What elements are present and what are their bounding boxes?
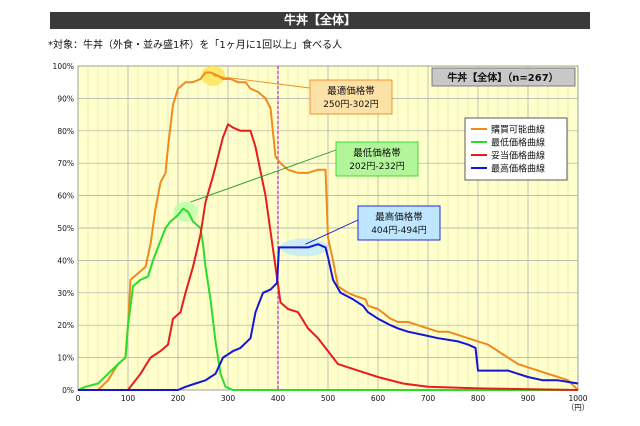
series-line-1 — [78, 71, 579, 391]
legend-label: 妥当価格曲線 — [491, 150, 545, 162]
x-unit-label: （円） — [567, 403, 590, 412]
y-tick-label: 40% — [57, 256, 74, 265]
x-tick-label: 1000 — [568, 394, 587, 403]
annotation-range: 250円-302円 — [323, 99, 379, 110]
annotation-range: 202円-232円 — [349, 161, 405, 172]
leader-line-3 — [305, 219, 359, 245]
x-tick-label: 300 — [221, 394, 236, 403]
target-note: *対象：牛丼（外食・並み盛1杯）を「1ヶ月に1回以上」食べる人 — [48, 40, 343, 51]
y-tick-label: 60% — [57, 192, 74, 201]
x-tick-label: 0 — [76, 394, 81, 403]
annotation-range: 404円-494円 — [371, 225, 427, 236]
y-tick-label: 0% — [62, 386, 74, 395]
x-tick-label: 900 — [521, 394, 536, 403]
annotation-box-3 — [357, 205, 441, 241]
annotation-box-2 — [335, 141, 419, 177]
panel-label: 牛丼【全体】（n=267） — [447, 71, 558, 84]
y-tick-label: 10% — [57, 354, 74, 363]
series-line-4 — [78, 243, 579, 391]
y-tick-label: 50% — [57, 224, 74, 233]
series-line-3 — [78, 123, 579, 391]
panel-label-box — [431, 67, 576, 87]
page-title: 牛丼【全体】 — [50, 12, 590, 29]
annotation-box-1 — [309, 79, 393, 115]
annotation-title: 最低価格帯 — [353, 147, 401, 159]
x-tick-label: 200 — [171, 394, 186, 403]
annotation-title: 最高価格帯 — [375, 211, 423, 223]
legend-label: 最高価格曲線 — [491, 163, 545, 175]
series-line-2 — [77, 207, 578, 391]
legend-label: 最低価格曲線 — [491, 137, 545, 149]
y-tick-label: 80% — [57, 127, 74, 136]
highlight-最低価格帯 — [173, 201, 198, 222]
x-tick-label: 500 — [321, 394, 336, 403]
x-tick-label: 400 — [271, 394, 286, 403]
y-tick-label: 30% — [57, 289, 74, 298]
annotation-title: 最適価格帯 — [327, 85, 375, 97]
legend-label: 購買可能曲線 — [491, 124, 545, 136]
y-tick-label: 100% — [53, 62, 74, 71]
y-tick-label: 70% — [57, 159, 74, 168]
x-tick-label: 100 — [121, 394, 136, 403]
y-tick-label: 90% — [57, 94, 74, 103]
leader-line-2 — [190, 149, 337, 203]
leader-line-1 — [212, 75, 311, 89]
x-tick-label: 700 — [421, 394, 436, 403]
x-tick-label: 600 — [371, 394, 386, 403]
x-tick-label: 800 — [471, 394, 486, 403]
y-tick-label: 20% — [57, 321, 74, 330]
